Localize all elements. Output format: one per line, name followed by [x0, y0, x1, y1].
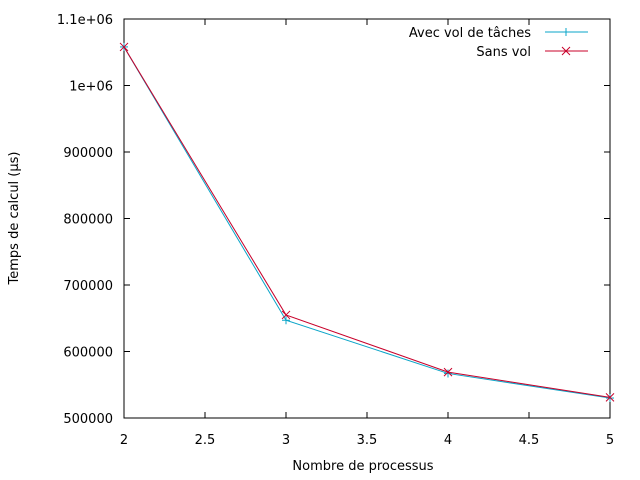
marker-stroke: [281, 310, 291, 320]
series-2: [119, 42, 615, 402]
y-tick-label: 1e+06: [69, 80, 113, 95]
y-tick-label: 600000: [63, 346, 113, 361]
marker-stroke: [605, 393, 615, 402]
y-tick-label: 1.1e+06: [57, 13, 113, 28]
y-tick-label: 500000: [63, 412, 113, 427]
x-tick-label: 3: [282, 433, 290, 448]
plot-frame: [123, 18, 611, 419]
series-line: [123, 46, 611, 399]
marker-stroke: [561, 46, 571, 56]
legend: Avec vol de tâches Sans vol: [409, 26, 588, 60]
legend-label: Avec vol de tâches: [409, 26, 531, 41]
cross-marker: [561, 46, 571, 56]
y-tick-label: 800000: [63, 213, 113, 228]
plus-marker: [282, 316, 290, 325]
marker-stroke: [443, 367, 453, 377]
plus-marker: [444, 369, 452, 378]
x-tick-label: 5: [606, 433, 614, 448]
marker-stroke: [119, 42, 129, 52]
series-layer: [119, 42, 615, 403]
cross-marker: [281, 310, 291, 320]
x-tick-label: 4: [444, 433, 452, 448]
y-tick-label: 900000: [63, 146, 113, 161]
ticks-layer: 2 2.5 3 3.5 4 4.5 5 500000 600000 700000 800000 900…: [57, 13, 614, 448]
y-tick-label: 700000: [63, 279, 113, 294]
series-1: [120, 42, 614, 403]
cross-marker: [605, 393, 615, 402]
plus-marker: [562, 28, 570, 36]
x-tick-label: 2.5: [195, 433, 216, 448]
x-tick-label: 4.5: [519, 433, 540, 448]
series-line: [123, 46, 611, 398]
x-axis-label: Nombre de processus: [292, 459, 433, 474]
x-tick-label: 2: [120, 433, 128, 448]
y-axis-label: Temps de calcul (µs): [7, 152, 22, 286]
legend-label: Sans vol: [476, 45, 531, 60]
cross-marker: [119, 42, 129, 52]
x-tick-label: 3.5: [357, 433, 378, 448]
cross-marker: [443, 367, 453, 377]
